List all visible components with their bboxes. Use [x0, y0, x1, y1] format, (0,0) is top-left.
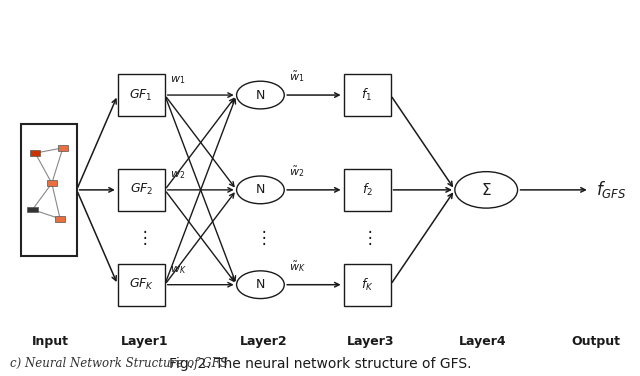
- FancyBboxPatch shape: [47, 180, 57, 186]
- Text: c) Neural Network Structure of GFS: c) Neural Network Structure of GFS: [10, 358, 227, 370]
- FancyBboxPatch shape: [344, 169, 390, 211]
- FancyBboxPatch shape: [58, 145, 68, 151]
- Text: $w_K$: $w_K$: [170, 264, 186, 276]
- Circle shape: [455, 171, 518, 208]
- Circle shape: [237, 176, 284, 204]
- Text: $w_2$: $w_2$: [170, 169, 185, 181]
- FancyBboxPatch shape: [55, 216, 65, 222]
- Text: $w_1$: $w_1$: [170, 74, 185, 86]
- FancyBboxPatch shape: [344, 74, 390, 116]
- FancyBboxPatch shape: [118, 264, 164, 306]
- FancyBboxPatch shape: [344, 264, 390, 306]
- Text: $f_1$: $f_1$: [362, 87, 372, 103]
- Text: $GF_K$: $GF_K$: [129, 277, 154, 292]
- Text: $\vdots$: $\vdots$: [136, 228, 147, 247]
- Text: N: N: [256, 183, 265, 196]
- Text: Layer2: Layer2: [240, 335, 287, 348]
- Text: $f_K$: $f_K$: [361, 277, 373, 293]
- Text: $\Sigma$: $\Sigma$: [481, 182, 492, 198]
- FancyBboxPatch shape: [28, 207, 38, 212]
- FancyBboxPatch shape: [118, 169, 164, 211]
- Text: Fig. 2. The neural network structure of GFS.: Fig. 2. The neural network structure of …: [169, 357, 471, 371]
- Text: $f_2$: $f_2$: [362, 182, 372, 198]
- Circle shape: [237, 81, 284, 109]
- Circle shape: [237, 271, 284, 299]
- Text: Layer4: Layer4: [460, 335, 507, 348]
- Text: $\tilde{w}_K$: $\tilde{w}_K$: [289, 259, 306, 274]
- FancyBboxPatch shape: [30, 150, 40, 156]
- Text: $GF_1$: $GF_1$: [129, 88, 153, 103]
- Text: $\tilde{w}_2$: $\tilde{w}_2$: [289, 164, 305, 179]
- FancyBboxPatch shape: [22, 124, 77, 256]
- Text: N: N: [256, 89, 265, 102]
- Text: Layer1: Layer1: [120, 335, 168, 348]
- Text: Output: Output: [572, 335, 620, 348]
- Text: $\vdots$: $\vdots$: [362, 228, 372, 247]
- Text: Input: Input: [32, 335, 69, 348]
- Text: $GF_2$: $GF_2$: [129, 182, 153, 197]
- Text: $\tilde{w}_1$: $\tilde{w}_1$: [289, 69, 305, 84]
- Text: Layer3: Layer3: [346, 335, 394, 348]
- Text: $\vdots$: $\vdots$: [255, 228, 266, 247]
- FancyBboxPatch shape: [118, 74, 164, 116]
- Text: $f_{GFS}$: $f_{GFS}$: [596, 179, 627, 200]
- Text: N: N: [256, 278, 265, 291]
